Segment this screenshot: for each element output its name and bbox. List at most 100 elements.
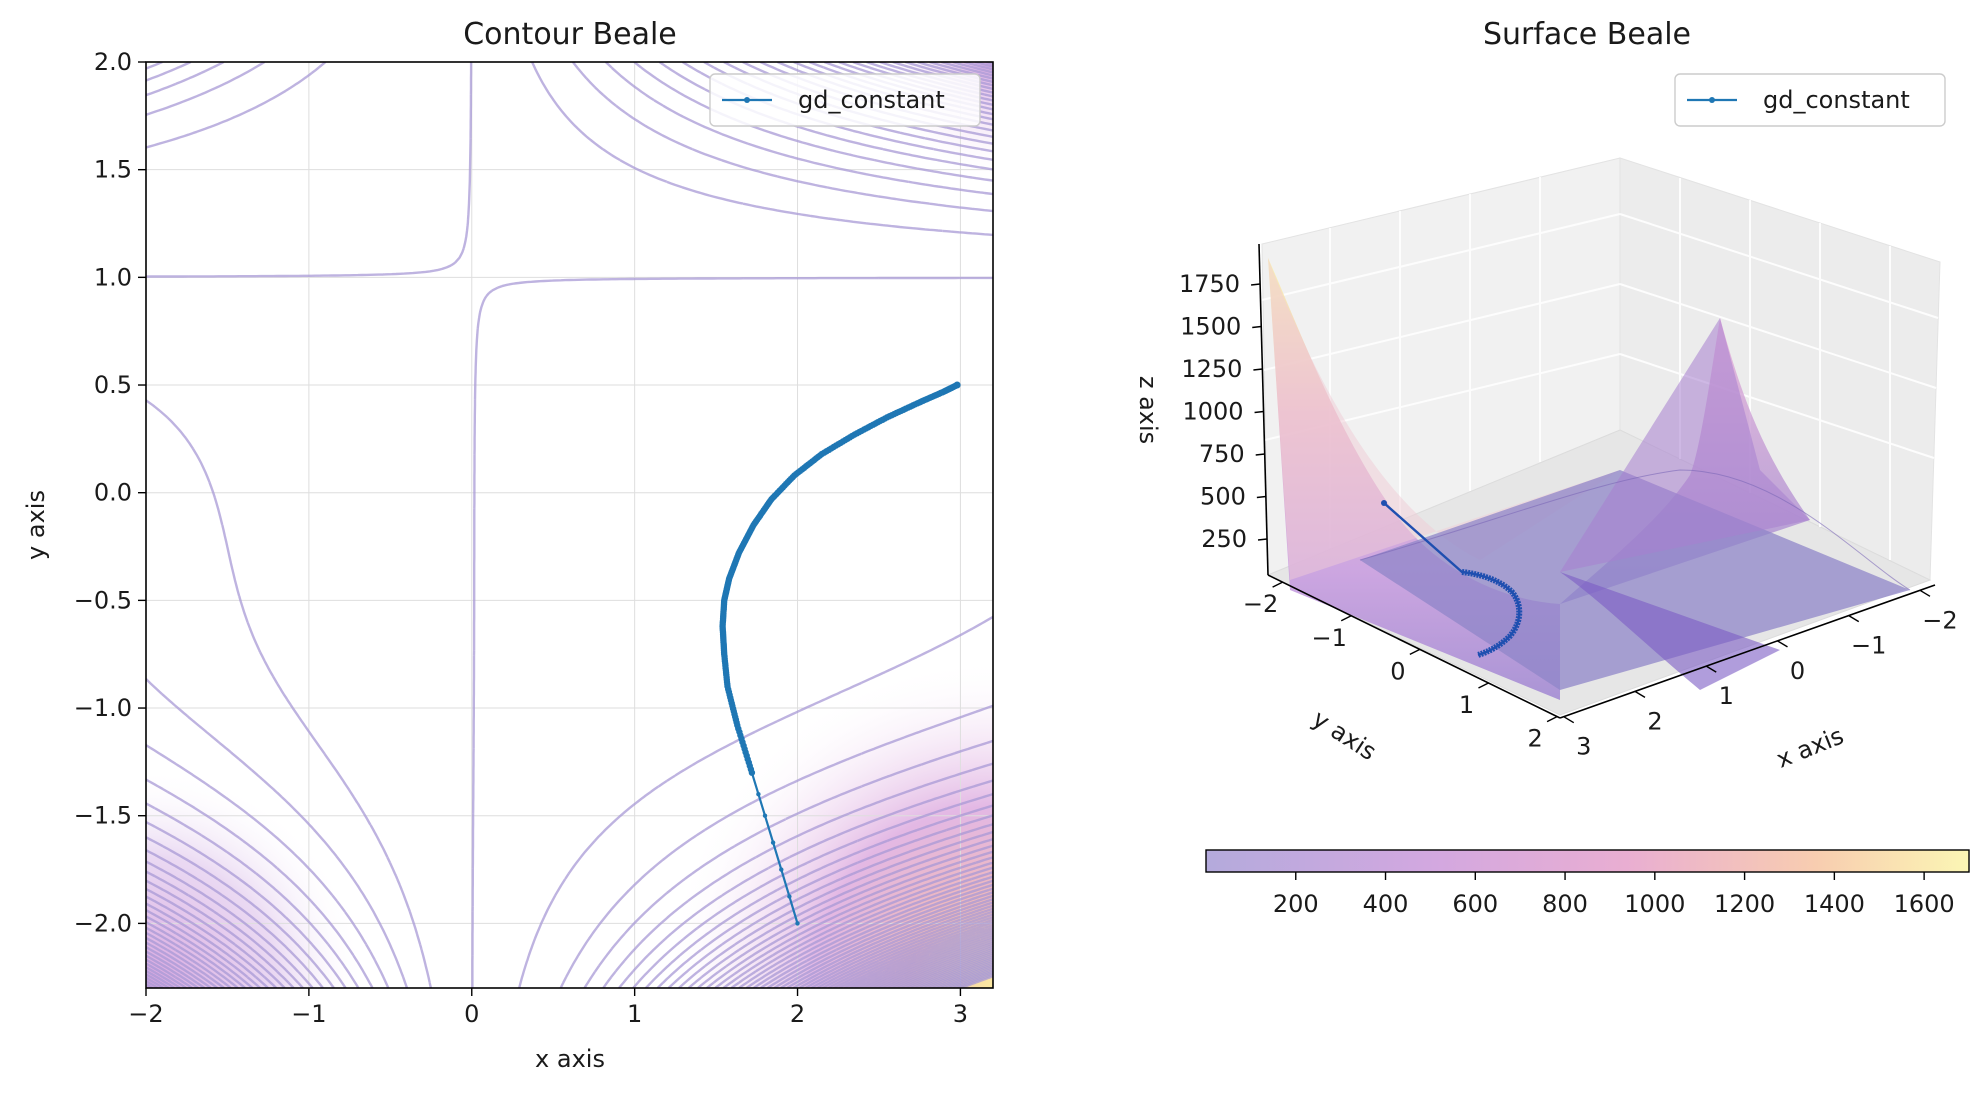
y3-tick-label: −2 xyxy=(1243,590,1278,618)
z-tick-label: 250 xyxy=(1201,525,1247,553)
gd-path-surface xyxy=(1381,500,1523,658)
y3-tick-mark xyxy=(1478,682,1489,689)
contour-level xyxy=(146,62,993,988)
y-tick-label: 0.5 xyxy=(94,371,132,399)
x3-tick-label: 3 xyxy=(1576,733,1591,761)
contour-lines xyxy=(146,62,993,988)
z-tick-label: 1250 xyxy=(1181,355,1242,383)
contour-frame xyxy=(145,61,994,989)
contour-panel: Contour Beale −2 −1 0 1 2 3 2.0 1.5 1.0 0.5 0.0 −0.… xyxy=(22,17,994,1073)
z-tick-mark xyxy=(1257,538,1268,541)
surface-panel: Surface Beale xyxy=(1134,17,1970,918)
y3-tick-mark xyxy=(1546,715,1558,723)
gd-path-marker xyxy=(953,381,961,389)
y-tick-label: −2.0 xyxy=(74,909,132,937)
y3-tick-mark xyxy=(1272,581,1283,588)
x3-tick-label: −1 xyxy=(1851,632,1886,660)
colorbar-tick-label: 1600 xyxy=(1894,890,1955,918)
z-tick-mark xyxy=(1253,368,1263,371)
contour-level xyxy=(146,62,993,988)
y-tick-label: −1.5 xyxy=(74,802,132,830)
y-tick-label: 1.0 xyxy=(94,263,132,291)
y3-tick-label: 2 xyxy=(1527,725,1542,753)
surface-title: Surface Beale xyxy=(1483,17,1691,52)
y3-tick-mark xyxy=(1409,648,1421,655)
contour-level xyxy=(146,916,993,988)
x3-tick-mark xyxy=(1634,690,1646,699)
surface-mesh xyxy=(1268,258,1911,700)
contour-level xyxy=(874,939,993,988)
y-tick-label: 2.0 xyxy=(94,48,132,76)
gd-path-marker xyxy=(770,840,776,845)
x3-tick-mark xyxy=(1848,614,1860,623)
contour-level xyxy=(146,913,993,988)
y3-tick-mark xyxy=(1340,615,1352,622)
x3-tick-label: 1 xyxy=(1719,682,1734,710)
z-tick-label: 750 xyxy=(1199,440,1245,468)
z-tick-mark xyxy=(1254,410,1264,414)
contour-legend-label: gd_constant xyxy=(798,86,945,114)
gd-path-marker xyxy=(762,813,768,818)
z-tick-mark xyxy=(1255,453,1265,456)
surface-zlabel: z axis xyxy=(1134,376,1162,444)
contour-level xyxy=(146,918,993,988)
contour-level xyxy=(146,62,993,988)
contour-level xyxy=(146,62,993,988)
y-tick-label: −0.5 xyxy=(74,586,132,614)
y3-tick-label: −1 xyxy=(1312,624,1347,652)
x-tick-label: −2 xyxy=(128,1000,163,1028)
colorbar-tick-label: 1200 xyxy=(1714,890,1775,918)
surface-ylabel: y axis xyxy=(1307,705,1381,767)
z-tick-label: 1500 xyxy=(1180,313,1241,341)
contour-ticks: −2 −1 0 1 2 3 2.0 1.5 1.0 0.5 0.0 −0.5 −1.0 −1.5 −2.0 xyxy=(74,48,968,1028)
gd-path-marker xyxy=(787,894,792,899)
x3-tick-mark xyxy=(1563,716,1575,724)
contour-level xyxy=(146,62,993,988)
z-tick-label: 1000 xyxy=(1182,398,1243,426)
y3-tick-label: 0 xyxy=(1390,657,1405,685)
x3-tick-mark xyxy=(1919,589,1931,597)
contour-legend: gd_constant xyxy=(709,73,981,127)
contour-xlabel: x axis xyxy=(535,1045,605,1073)
contour-level xyxy=(146,62,993,988)
colorbar: 200 400 600 800 1000 1200 1400 1600 xyxy=(1205,849,1970,918)
x-tick-label: 0 xyxy=(464,1000,479,1028)
colorbar-tick-label: 1000 xyxy=(1624,890,1685,918)
colorbar-tick-label: 400 xyxy=(1363,890,1409,918)
contour-level xyxy=(146,62,993,988)
x3-tick-mark xyxy=(1705,665,1717,673)
contour-level xyxy=(146,62,993,988)
contour-level xyxy=(849,928,993,988)
contour-grid xyxy=(146,62,993,988)
contour-title: Contour Beale xyxy=(463,17,677,52)
colorbar-tick-label: 600 xyxy=(1452,890,1498,918)
colorbar-tick-label: 800 xyxy=(1542,890,1588,918)
contour-ylabel: y axis xyxy=(22,490,50,560)
contour-level xyxy=(146,62,993,988)
z-tick-mark xyxy=(1256,495,1266,499)
contour-level xyxy=(146,923,993,988)
gd-path-marker xyxy=(795,921,800,926)
z-tick-mark xyxy=(1252,325,1262,329)
y-tick-label: 1.5 xyxy=(94,156,132,184)
gd-path-contour xyxy=(719,381,961,926)
contour-plot-area xyxy=(146,62,993,988)
x3-tick-label: −2 xyxy=(1922,606,1957,634)
gd-path-marker xyxy=(779,867,784,872)
contour-level xyxy=(146,921,993,988)
contour-level xyxy=(146,62,993,988)
colorbar-tick-label: 1400 xyxy=(1804,890,1865,918)
x-tick-label: 1 xyxy=(627,1000,642,1028)
z-tick-mark xyxy=(1251,283,1261,286)
surface-xlabel: x axis xyxy=(1772,722,1847,774)
x-tick-label: 2 xyxy=(790,1000,805,1028)
x-tick-label: 3 xyxy=(953,1000,968,1028)
y-tick-label: 0.0 xyxy=(94,479,132,507)
y-tick-label: −1.0 xyxy=(74,694,132,722)
x3-tick-mark xyxy=(1777,640,1788,648)
x-tick-label: −1 xyxy=(291,1000,326,1028)
surface-z-axis: 1750 1500 1250 1000 750 500 250 z axis xyxy=(1134,243,1269,576)
x3-tick-label: 2 xyxy=(1647,707,1662,735)
x3-tick-label: 0 xyxy=(1790,657,1805,685)
